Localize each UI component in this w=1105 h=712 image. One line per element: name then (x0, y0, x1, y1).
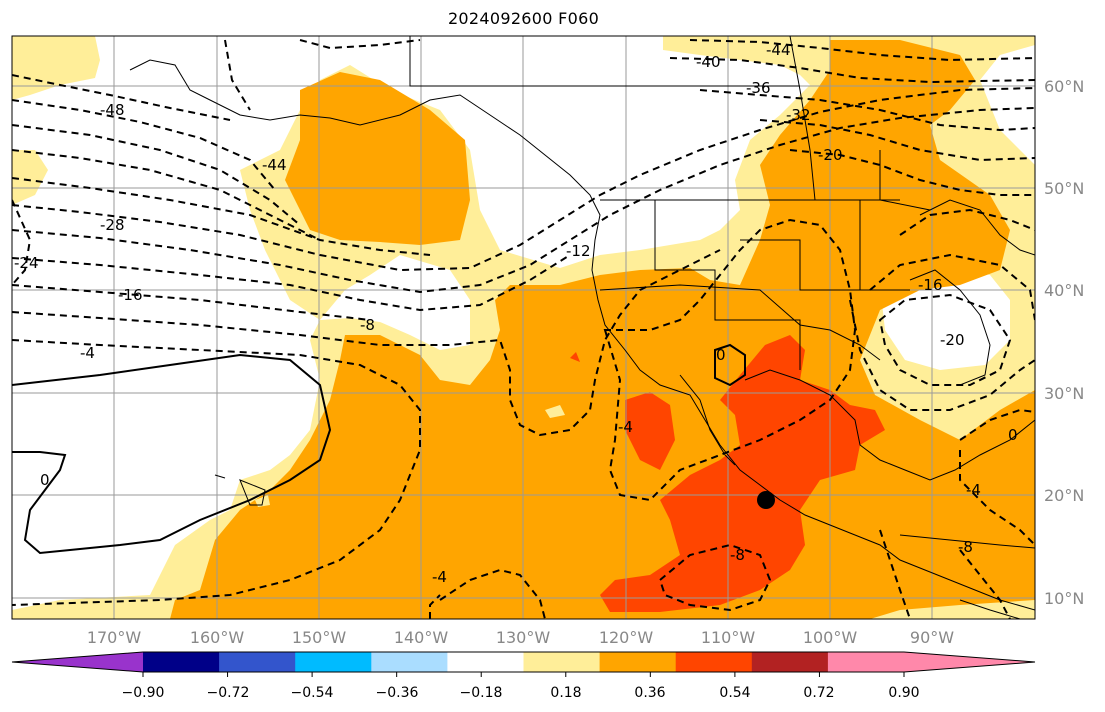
coastlines (129, 36, 1035, 619)
contour-label: -28 (100, 216, 125, 234)
contour-label: -20 (940, 331, 965, 349)
lon-label: 170°W (87, 628, 142, 647)
lon-label: 150°W (292, 628, 347, 647)
map-area: -48 -44 -40 -36 -32 -28 -24 -20 -16 -16 … (12, 36, 1035, 619)
colorbar-left-extension (12, 652, 143, 672)
colorbar-segment (599, 652, 677, 672)
lat-label: 50°N (1044, 179, 1084, 198)
contour-label: -16 (118, 286, 143, 304)
contour-label: -36 (746, 79, 771, 97)
lat-label: 10°N (1044, 589, 1084, 608)
contour-label: -4 (432, 568, 447, 586)
colorbar-segment (447, 652, 524, 672)
colorbar-label: −0.18 (460, 685, 503, 701)
lon-label: 90°W (910, 628, 954, 647)
lat-label: 60°N (1044, 77, 1084, 96)
colorbar-right-extension (904, 652, 1035, 672)
longitude-labels: 170°W 160°W 150°W 140°W 130°W 120°W 110°… (87, 628, 954, 647)
contour-label: -4 (80, 344, 95, 362)
colorbar-segment (295, 652, 372, 672)
contour-label: -16 (918, 276, 943, 294)
colorbar-segments (143, 652, 905, 672)
contours-negative (12, 39, 1035, 619)
colorbar-label: 0.18 (550, 685, 581, 701)
map-frame (11, 35, 1036, 620)
colorbar-label: −0.54 (291, 685, 334, 701)
colorbar-label: −0.90 (122, 685, 165, 701)
colorbar-label: 0.90 (888, 685, 919, 701)
contour-label: -48 (100, 101, 125, 119)
lat-label: 20°N (1044, 486, 1084, 505)
colorbar-segment (827, 652, 905, 672)
contour-label: -12 (566, 242, 591, 260)
lon-label: 160°W (190, 628, 245, 647)
colorbar-label: −0.36 (376, 685, 419, 701)
contour-label: -8 (360, 316, 375, 334)
colorbar-ticks (142, 672, 905, 677)
colorbar-label: −0.72 (207, 685, 250, 701)
contour-label: 0 (40, 471, 50, 489)
colorbar-segment (675, 652, 753, 672)
colorbar-label: 0.36 (634, 685, 665, 701)
contour-label: -4 (966, 481, 981, 499)
contour-label: -8 (958, 538, 973, 556)
contour-label: -20 (818, 146, 843, 164)
lon-label: 140°W (394, 628, 449, 647)
colorbar: −0.90 −0.72 −0.54 −0.36 −0.18 0.18 0.36 … (11, 651, 1036, 701)
lon-label: 120°W (599, 628, 654, 647)
colorbar-segment (219, 652, 296, 672)
contour-label: -32 (786, 106, 811, 124)
contours-zero (12, 343, 746, 555)
contour-label: 0 (716, 346, 726, 364)
colorbar-label: 0.72 (803, 685, 834, 701)
contour-label: -40 (696, 53, 721, 71)
map-title: 2024092600 F060 (447, 9, 600, 28)
contour-label: -24 (14, 254, 39, 272)
colorbar-label: 0.54 (719, 685, 750, 701)
contour-label: -8 (730, 546, 745, 564)
contour-label: -44 (262, 156, 287, 174)
contour-label: -44 (766, 41, 791, 59)
lon-label: 100°W (803, 628, 858, 647)
colorbar-segment (371, 652, 448, 672)
colorbar-labels: −0.90 −0.72 −0.54 −0.36 −0.18 0.18 0.36 … (122, 685, 920, 701)
contour-label: 0 (1008, 426, 1018, 444)
contour-labels: -48 -44 -40 -36 -32 -28 -24 -20 -16 -16 … (14, 41, 1018, 586)
colorbar-segment (523, 652, 601, 672)
latitude-labels: 60°N 50°N 40°N 30°N 20°N 10°N (1044, 77, 1084, 608)
shading-red-orange (570, 335, 885, 612)
colorbar-segment (751, 652, 829, 672)
storm-center-marker (757, 491, 775, 509)
colorbar-segment (143, 652, 220, 672)
lon-label: 110°W (701, 628, 756, 647)
lon-label: 130°W (496, 628, 551, 647)
contour-label: -4 (618, 418, 633, 436)
lat-label: 40°N (1044, 281, 1084, 300)
lat-label: 30°N (1044, 384, 1084, 403)
